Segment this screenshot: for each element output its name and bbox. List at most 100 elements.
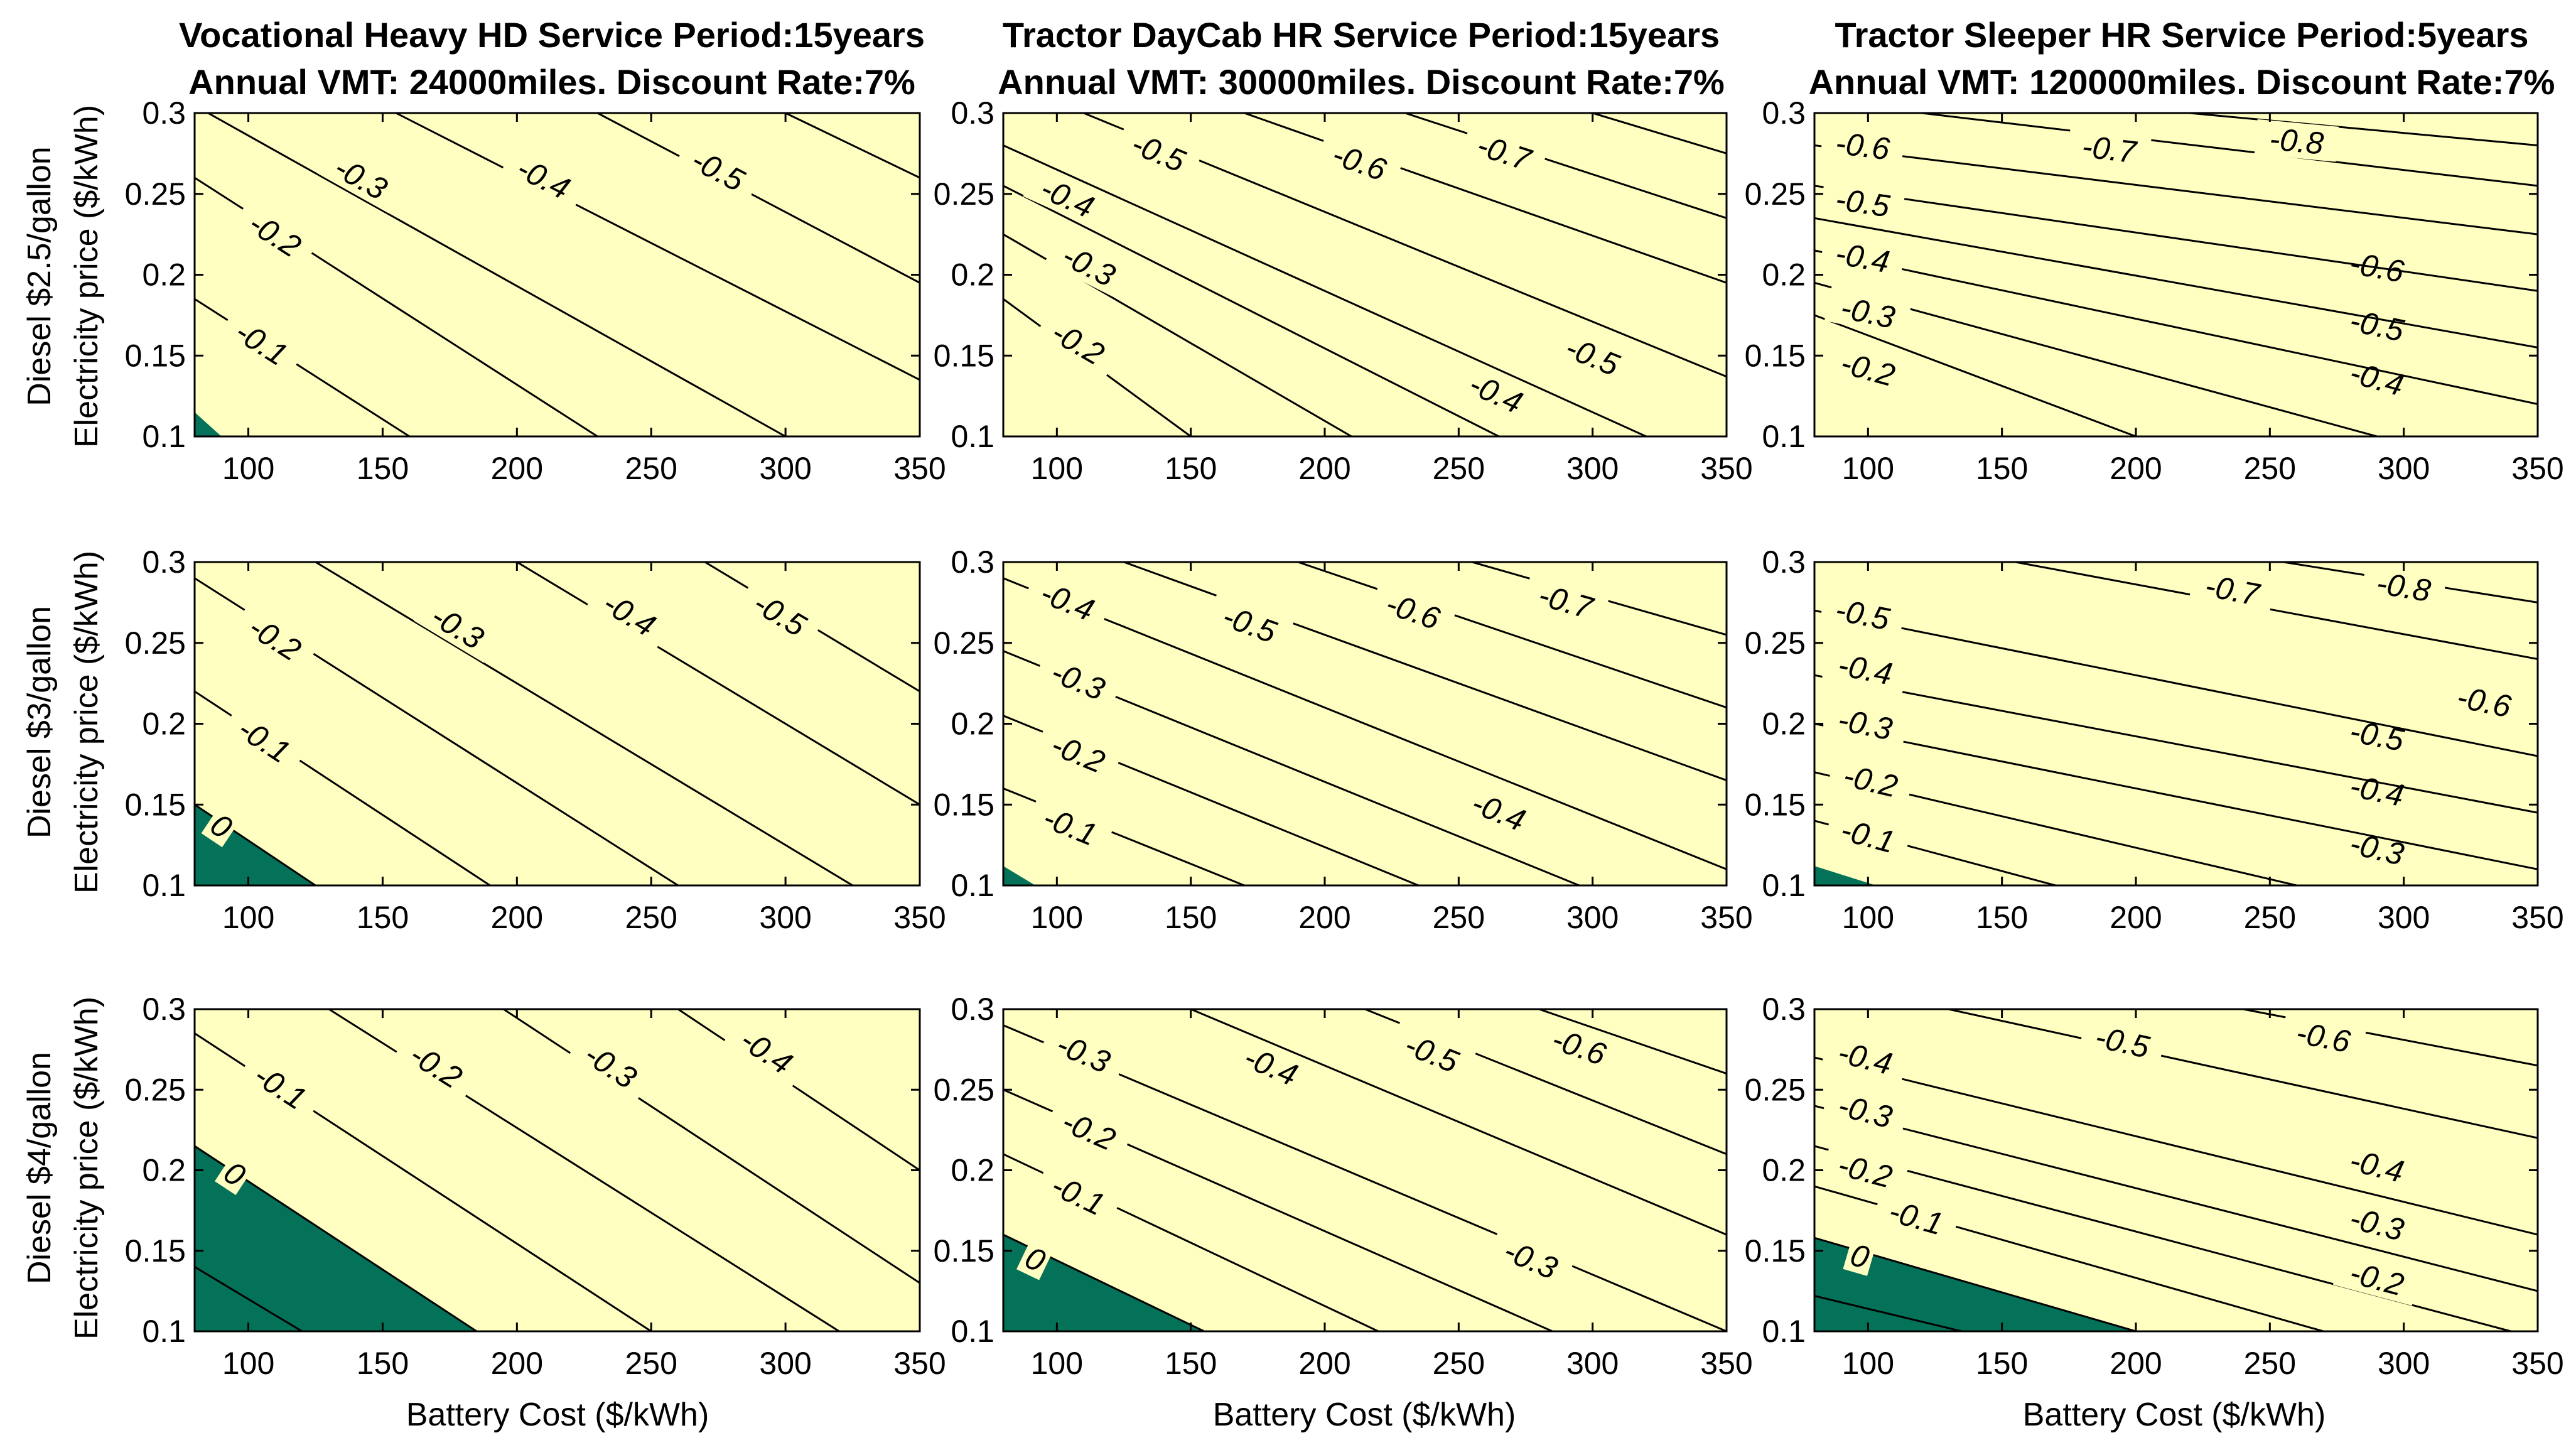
- contour-label-bg: [2361, 562, 2447, 610]
- contour-label-bg: [1824, 340, 1912, 396]
- contour-label-bg: [1023, 164, 1113, 230]
- contour-line--0.3: [1814, 249, 2538, 405]
- contour-label: -0.5: [1833, 181, 1892, 224]
- x-tick-label: 100: [1031, 900, 1083, 935]
- x-tick-label: 350: [1700, 451, 1752, 486]
- contour-label: -0.6: [1833, 125, 1892, 166]
- plot-area: [195, 562, 920, 885]
- col2-title-line1: Tractor DayCab HR Service Period:15years: [1003, 15, 1720, 55]
- contour-lines: -0.1-0.2-0.3-0.3-0.4-0.4-0.5-0.5-0.6-0.7…: [1814, 562, 2538, 885]
- contour-label-bg: [1548, 323, 1637, 387]
- contour-label-bg: [1033, 648, 1123, 712]
- contour-label-bg: [392, 1029, 480, 1103]
- contour-label-bg: [2333, 710, 2421, 760]
- contour-line--0.5: [1948, 1009, 2538, 1139]
- x-tick-label: 150: [1165, 900, 1217, 935]
- y-tick-label: 0.1: [142, 1314, 186, 1349]
- contour-line--0.4: [1003, 144, 1647, 436]
- negative-region: [1003, 866, 1036, 885]
- x-tick-label: 250: [625, 1346, 677, 1381]
- negative-region: [195, 412, 222, 436]
- contour-line--0.4: [1814, 1056, 2538, 1236]
- contour-label-bg: [1226, 1033, 1316, 1098]
- contour-label-bg: [2333, 299, 2421, 351]
- contour-line--0.5: [1814, 609, 2538, 757]
- y-tick-label: 0.25: [1745, 176, 1806, 212]
- contour-label-bg: [231, 601, 320, 675]
- contour-label-bg: [1033, 721, 1123, 785]
- col3-title-line2: Annual VMT: 120000miles. Discount Rate:7…: [1809, 62, 2555, 102]
- contour-label-bg: [201, 804, 242, 848]
- x-tick-label: 100: [1031, 1346, 1083, 1381]
- contour-label-bg: [1486, 1226, 1576, 1291]
- x-tick-label: 100: [1842, 1346, 1894, 1381]
- contour-label-group: -0.5: [1387, 1021, 1477, 1085]
- contour-label-bg: [1205, 593, 1295, 654]
- y-tick-label: 0.2: [951, 706, 994, 742]
- y-tick-label: 0.2: [1762, 706, 1806, 742]
- contour-line--0.4: [1003, 577, 1727, 870]
- contour-label-bg: [2254, 119, 2339, 162]
- x-tick-label: 200: [491, 900, 543, 935]
- panel-r2-c3: -0.1-0.2-0.3-0.3-0.4-0.4-0.5-0.5-0.6-0.7…: [1745, 544, 2564, 935]
- y-tick-label: 0.3: [142, 544, 186, 580]
- panel-r1-c3: -0.2-0.4-0.3-0.5-0.4-0.6-0.5-0.6-0.7-0.8…: [1745, 95, 2564, 486]
- y-tick-label: 0.1: [1762, 419, 1806, 454]
- contour-label-bg: [2079, 1015, 2167, 1068]
- contour-label-bg: [1044, 1097, 1134, 1163]
- y-tick-label: 0.1: [142, 868, 186, 903]
- x-tick-label: 300: [759, 451, 811, 486]
- contour-label-bg: [1023, 569, 1113, 633]
- y-tick-label: 0.15: [1745, 338, 1806, 373]
- y-tick-label: 0.3: [1762, 992, 1806, 1027]
- contour-label-bg: [1454, 779, 1544, 843]
- contour-label-group: -0.5: [1819, 588, 1907, 639]
- x-tick-label: 150: [1165, 1346, 1217, 1381]
- contour-line--0.6: [1538, 1009, 1727, 1075]
- contour-label-bg: [1821, 644, 1909, 694]
- x-tick-label: 350: [2511, 900, 2563, 935]
- x-tick-label: 250: [1433, 451, 1485, 486]
- row2-ylabel-top: Diesel $3/gallon: [21, 606, 58, 838]
- y-tick-label: 0.15: [125, 787, 186, 822]
- row-labels: Diesel $2.5/gallon Electricity price ($/…: [21, 105, 105, 1339]
- x-tick-label: 100: [222, 1346, 274, 1381]
- contour-label-bg: [2189, 565, 2276, 615]
- contour-label-bg: [1034, 306, 1123, 379]
- contour-line--0.3: [1814, 1105, 2538, 1292]
- contour-line--0.3: [207, 113, 786, 436]
- contour-line--0.4: [1814, 217, 2538, 349]
- contour-label: -0.8: [2268, 121, 2325, 161]
- x-tick-label: 100: [222, 451, 274, 486]
- contour-label-bg: [215, 1152, 256, 1196]
- x-tick-label: 200: [2110, 1346, 2162, 1381]
- row1-ylabel-bottom: Electricity price ($/kWh): [68, 105, 105, 448]
- y-tick-label: 0.3: [951, 992, 994, 1027]
- contour-line--0.6: [1814, 144, 2538, 235]
- x-tick-label: 200: [2110, 900, 2162, 935]
- contour-label-group: -0.5: [736, 577, 824, 650]
- contour-label-group: -0.5: [2333, 710, 2421, 760]
- y-tick-label: 0.2: [142, 257, 186, 293]
- contour-label-bg: [585, 577, 674, 650]
- x-tick-label: 200: [1298, 900, 1350, 935]
- contour-label-group: 0: [1843, 1235, 1877, 1276]
- contour-label-bg: [1826, 754, 1915, 807]
- contour-lines: -0.2-0.3-0.4-0.4-0.5-0.5-0.6 -0.7: [1003, 113, 1727, 436]
- x-tick-label: 350: [2511, 1346, 2563, 1381]
- y-tick-label: 0.25: [125, 1072, 186, 1107]
- contour-label: -0.8: [2374, 565, 2433, 609]
- contour-label-bg: [2280, 1011, 2367, 1062]
- x-tick-label: 350: [893, 1346, 946, 1381]
- y-tick-label: 0.15: [125, 338, 186, 373]
- x-tick-label: 200: [491, 1346, 543, 1381]
- y-tick-label: 0.2: [951, 257, 994, 293]
- y-tick-label: 0.15: [934, 338, 994, 373]
- contour-line--0.4: [396, 113, 920, 381]
- y-tick-label: 0.15: [1745, 787, 1806, 822]
